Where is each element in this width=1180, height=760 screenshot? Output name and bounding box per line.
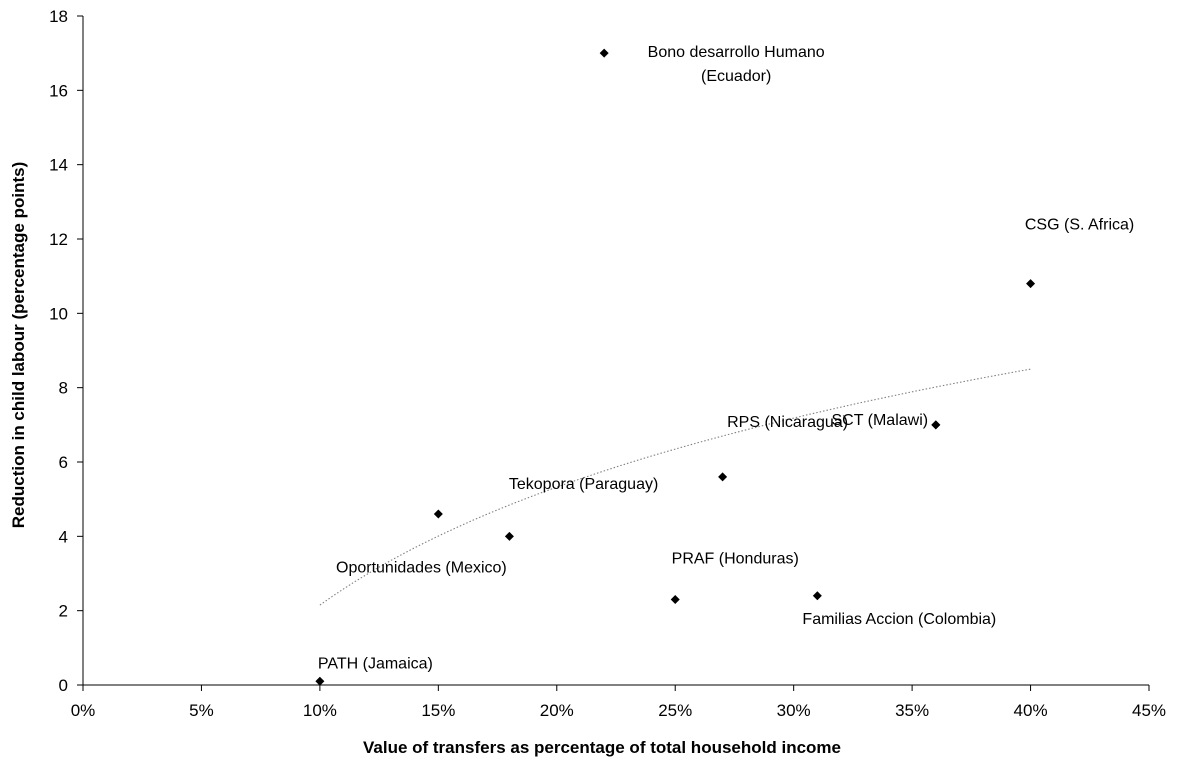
data-point bbox=[670, 595, 680, 605]
y-axis: 0 2 4 6 8 10 12 14 16 18 bbox=[49, 7, 84, 695]
data-points bbox=[315, 48, 1036, 686]
trendline bbox=[319, 368, 1031, 606]
data-point bbox=[812, 591, 822, 601]
y-tick-label: 2 bbox=[59, 602, 68, 621]
point-label: Familias Accion (Colombia) bbox=[802, 611, 996, 628]
x-tick-label: 40% bbox=[1014, 701, 1048, 720]
y-tick-label: 4 bbox=[59, 527, 68, 546]
point-label: Oportunidades (Mexico) bbox=[336, 559, 507, 576]
data-point bbox=[931, 420, 941, 430]
data-point bbox=[315, 676, 325, 686]
x-tick-label: 45% bbox=[1132, 701, 1166, 720]
point-label: CSG (S. Africa) bbox=[1025, 217, 1134, 234]
point-label: PATH (Jamaica) bbox=[318, 655, 433, 672]
point-label: Tekopora (Paraguay) bbox=[509, 476, 658, 493]
x-tick-label: 35% bbox=[895, 701, 929, 720]
x-axis-title: Value of transfers as percentage of tota… bbox=[363, 738, 841, 757]
x-tick-label: 5% bbox=[189, 701, 214, 720]
y-tick-label: 18 bbox=[49, 7, 68, 26]
x-tick-label: 10% bbox=[303, 701, 337, 720]
x-axis: 0% 5% 10% 15% 20% 25% 30% 35% 40% 45% bbox=[71, 684, 1166, 720]
y-tick-label: 10 bbox=[49, 304, 68, 323]
data-point bbox=[433, 509, 443, 519]
x-tick-label: 15% bbox=[421, 701, 455, 720]
x-tick-label: 0% bbox=[71, 701, 96, 720]
point-label: RPS (Nicaragua) bbox=[727, 414, 848, 431]
point-labels: PATH (Jamaica) Oportunidades (Mexico) Bono… bbox=[318, 44, 1134, 672]
y-tick-label: 14 bbox=[49, 156, 68, 175]
x-tick-label: 25% bbox=[658, 701, 692, 720]
data-point bbox=[504, 531, 514, 541]
data-point bbox=[1026, 279, 1036, 289]
y-tick-label: 0 bbox=[59, 676, 68, 695]
point-label: SCT (Malawi) bbox=[831, 412, 928, 429]
trendline-path bbox=[319, 368, 1031, 606]
y-tick-label: 8 bbox=[59, 379, 68, 398]
y-tick-label: 16 bbox=[49, 81, 68, 100]
data-point bbox=[599, 48, 609, 58]
data-point bbox=[718, 472, 728, 482]
point-label: (Ecuador) bbox=[701, 68, 771, 85]
point-label: Bono desarrollo Humano bbox=[648, 44, 825, 61]
y-axis-title: Reduction in child labour (percentage po… bbox=[9, 162, 28, 528]
x-tick-label: 30% bbox=[777, 701, 811, 720]
y-tick-label: 12 bbox=[49, 230, 68, 249]
x-tick-label: 20% bbox=[540, 701, 574, 720]
y-tick-label: 6 bbox=[59, 453, 68, 472]
point-label: PRAF (Honduras) bbox=[672, 551, 799, 568]
